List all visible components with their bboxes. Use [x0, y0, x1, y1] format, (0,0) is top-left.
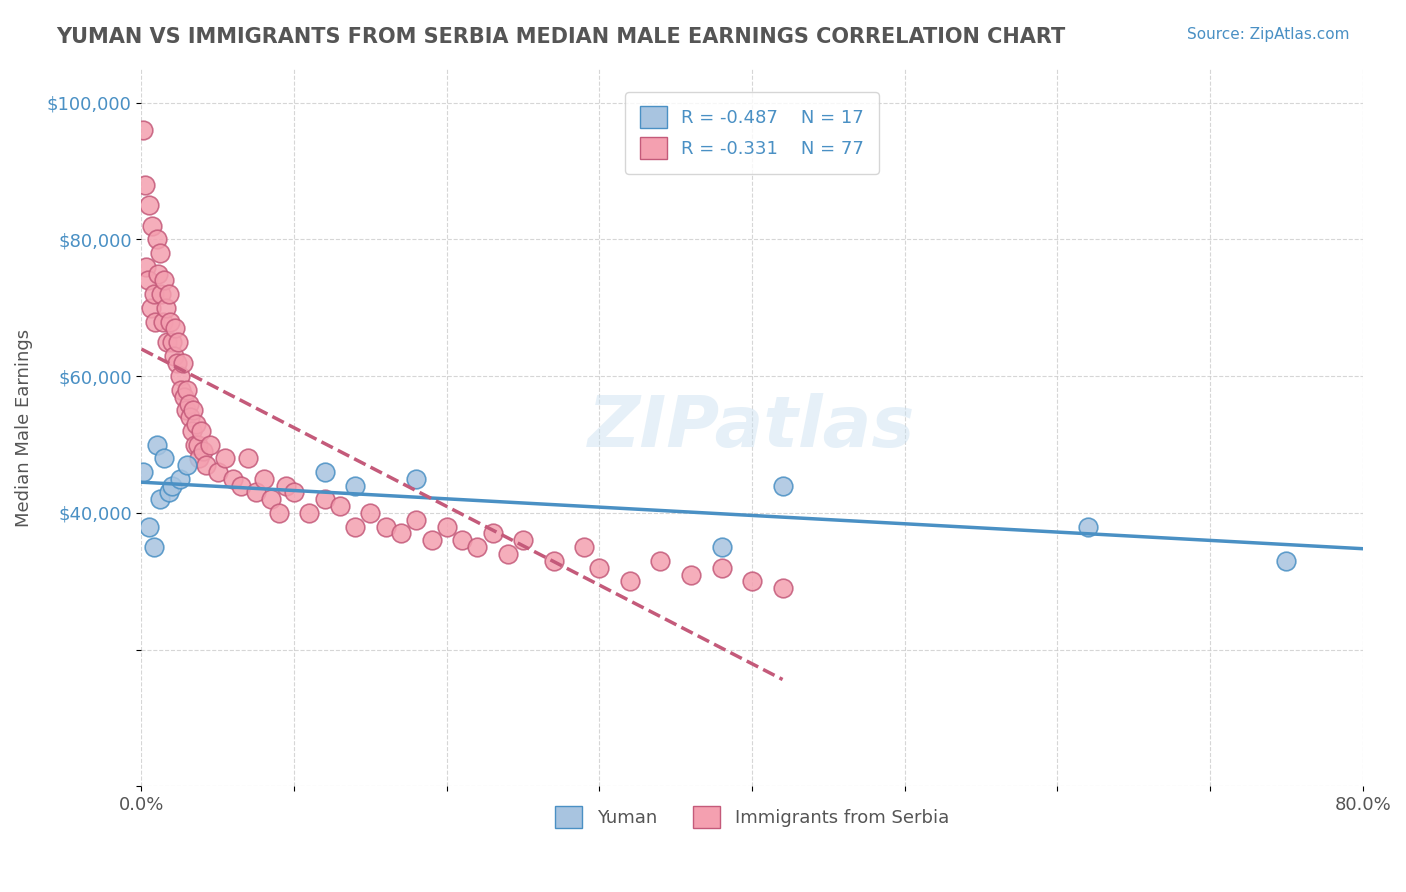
Point: [436, 519, 458, 533]
Point: [162, 349, 184, 363]
Point: [157, 287, 180, 301]
Point: [186, 417, 208, 431]
Point: [179, 410, 201, 425]
Text: ZIPatlas: ZIPatlas: [588, 393, 915, 462]
Point: [183, 403, 205, 417]
Point: [145, 232, 167, 246]
Point: [176, 458, 198, 472]
Point: [188, 451, 211, 466]
Point: [207, 465, 229, 479]
Point: [214, 451, 236, 466]
Point: [152, 314, 174, 328]
Point: [191, 444, 214, 458]
Point: [451, 533, 474, 548]
Point: [143, 314, 166, 328]
Point: [543, 554, 565, 568]
Text: YUMAN VS IMMIGRANTS FROM SERBIA MEDIAN MALE EARNINGS CORRELATION CHART: YUMAN VS IMMIGRANTS FROM SERBIA MEDIAN M…: [56, 27, 1066, 46]
Point: [190, 424, 212, 438]
Point: [138, 519, 160, 533]
Point: [512, 533, 534, 548]
Point: [314, 465, 336, 479]
Point: [159, 314, 181, 328]
Point: [194, 458, 217, 472]
Y-axis label: Median Male Earnings: Median Male Earnings: [15, 328, 32, 526]
Point: [222, 472, 245, 486]
Point: [238, 451, 260, 466]
Text: Source: ZipAtlas.com: Source: ZipAtlas.com: [1187, 27, 1350, 42]
Point: [741, 574, 763, 589]
Point: [177, 396, 200, 410]
Point: [1077, 519, 1099, 533]
Point: [344, 478, 367, 492]
Point: [267, 506, 290, 520]
Point: [359, 506, 381, 520]
Point: [165, 321, 187, 335]
Point: [148, 267, 170, 281]
Point: [172, 355, 194, 369]
Point: [679, 567, 702, 582]
Point: [134, 178, 156, 192]
Legend: Yuman, Immigrants from Serbia: Yuman, Immigrants from Serbia: [548, 798, 956, 835]
Point: [150, 287, 173, 301]
Point: [136, 273, 159, 287]
Point: [772, 478, 794, 492]
Point: [276, 478, 298, 492]
Point: [650, 554, 672, 568]
Point: [710, 540, 733, 554]
Point: [481, 526, 503, 541]
Point: [389, 526, 412, 541]
Point: [139, 301, 162, 315]
Point: [149, 492, 172, 507]
Point: [155, 301, 177, 315]
Point: [260, 492, 283, 507]
Point: [160, 334, 183, 349]
Point: [245, 485, 267, 500]
Point: [496, 547, 519, 561]
Point: [344, 519, 367, 533]
Point: [132, 465, 155, 479]
Point: [141, 219, 163, 233]
Point: [405, 472, 427, 486]
Point: [405, 513, 427, 527]
Point: [166, 355, 188, 369]
Point: [329, 499, 352, 513]
Point: [184, 437, 207, 451]
Point: [160, 478, 183, 492]
Point: [772, 581, 794, 595]
Point: [173, 390, 195, 404]
Point: [229, 478, 252, 492]
Point: [180, 424, 202, 438]
Point: [135, 260, 157, 274]
Point: [156, 334, 179, 349]
Point: [283, 485, 305, 500]
Point: [187, 437, 209, 451]
Point: [1275, 554, 1298, 568]
Point: [142, 540, 165, 554]
Point: [465, 540, 488, 554]
Point: [153, 273, 176, 287]
Point: [142, 287, 165, 301]
Point: [314, 492, 336, 507]
Point: [169, 369, 191, 384]
Point: [176, 383, 198, 397]
Point: [157, 485, 180, 500]
Point: [374, 519, 396, 533]
Point: [710, 560, 733, 574]
Point: [174, 403, 197, 417]
Point: [298, 506, 321, 520]
Point: [572, 540, 595, 554]
Point: [149, 246, 172, 260]
Point: [167, 334, 190, 349]
Point: [252, 472, 274, 486]
Point: [588, 560, 610, 574]
Point: [169, 472, 191, 486]
Point: [145, 437, 167, 451]
Point: [153, 451, 176, 466]
Point: [132, 123, 155, 137]
Point: [420, 533, 443, 548]
Point: [619, 574, 641, 589]
Point: [198, 437, 221, 451]
Point: [138, 198, 160, 212]
Point: [170, 383, 193, 397]
